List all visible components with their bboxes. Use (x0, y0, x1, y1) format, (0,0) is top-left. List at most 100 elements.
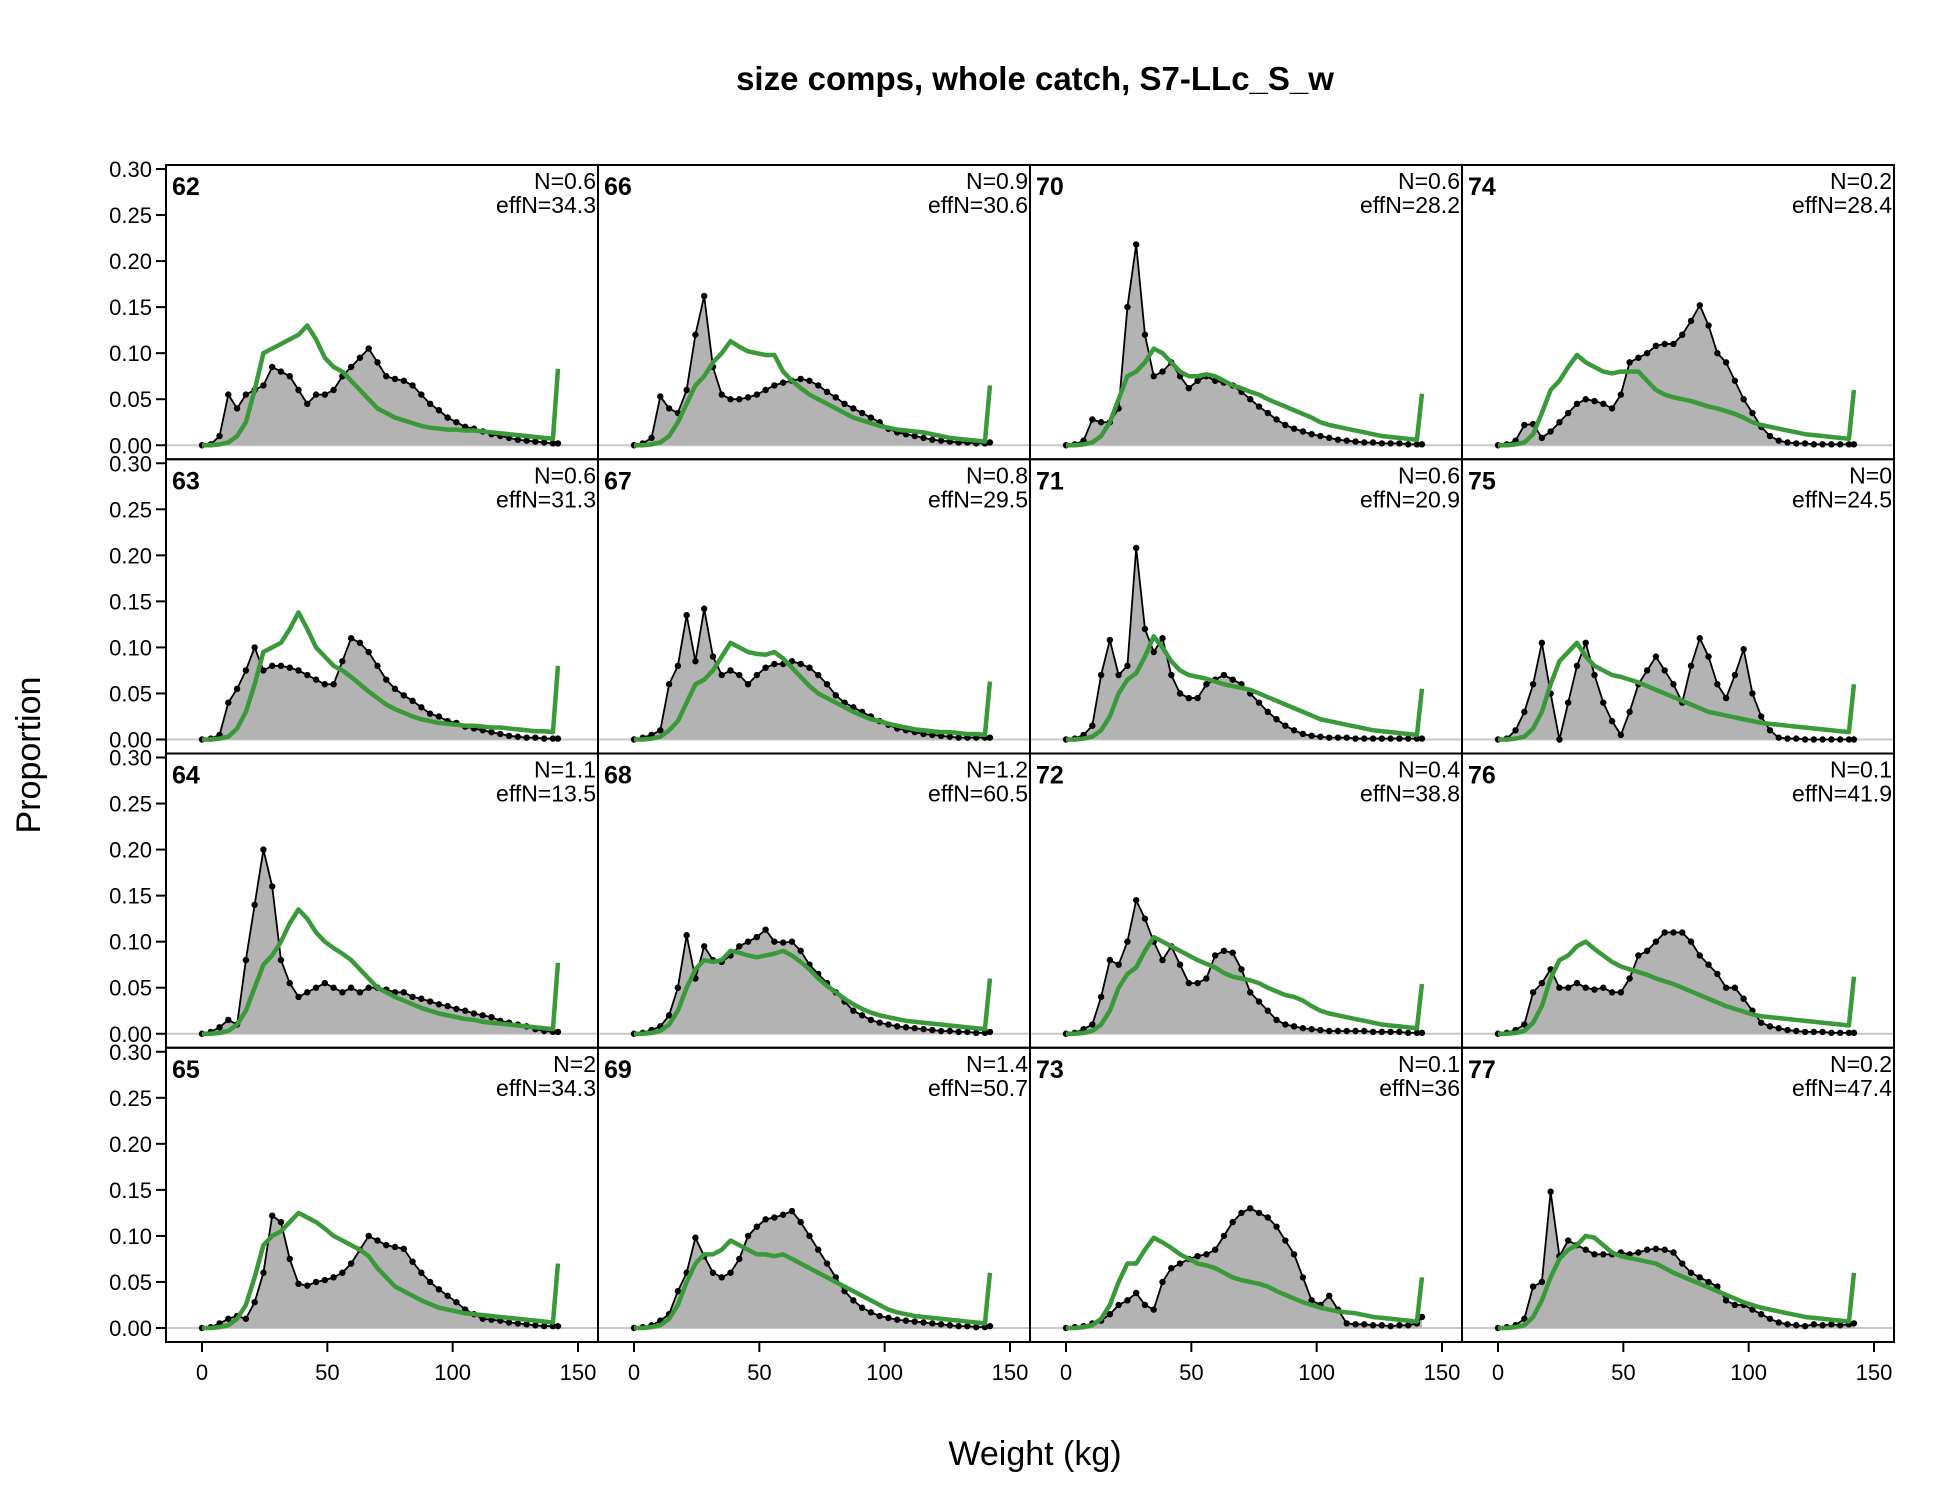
observed-point (426, 710, 434, 717)
observed-area (1066, 547, 1422, 740)
panel-label: 64 (172, 762, 200, 790)
observed-point (1308, 732, 1315, 740)
observed-point (444, 1292, 451, 1299)
observed-point (1679, 929, 1686, 936)
observed-point (260, 667, 267, 674)
panel-grid: 62 N=0.6effN=34.30.000.050.100.150.200.25… (109, 157, 1895, 1385)
observed-point (1801, 440, 1809, 447)
observed-point (736, 1255, 743, 1263)
observed-point (1661, 667, 1668, 674)
x-tick-label: 50 (315, 1360, 339, 1385)
observed-point (657, 727, 664, 734)
observed-point (312, 1278, 320, 1286)
observed-point (1573, 662, 1581, 670)
x-tick-label: 150 (560, 1360, 597, 1385)
observed-point (523, 1321, 530, 1328)
observed-point (1564, 699, 1572, 706)
observed-point (488, 728, 495, 736)
observed-point (683, 611, 690, 619)
observed-point (1326, 734, 1333, 741)
expected-line (1498, 939, 1857, 1036)
observed-point (1512, 727, 1519, 734)
observed-point (1696, 635, 1703, 642)
observed-point (1299, 1274, 1307, 1281)
observed-point (771, 1214, 778, 1221)
n-text: N=0.1 (1830, 757, 1892, 783)
observed-point (1582, 639, 1589, 647)
y-tick-label: 0.15 (109, 295, 152, 320)
observed-point (986, 439, 994, 446)
observed-point (1538, 434, 1546, 442)
observed-point (1521, 1021, 1528, 1028)
observed-point (1705, 961, 1712, 968)
expected-line (1066, 634, 1425, 742)
observed-point (400, 1245, 407, 1253)
observed-point (225, 391, 232, 398)
observed-point (1758, 713, 1765, 720)
observed-point (1264, 1007, 1271, 1014)
observed-point (1124, 303, 1131, 311)
observed-point (505, 1319, 513, 1326)
observed-point (1722, 359, 1730, 366)
observed-point (225, 1315, 232, 1322)
observed-point (1352, 438, 1359, 445)
observed-point (1273, 1223, 1280, 1230)
observed-point (1334, 734, 1342, 741)
observed-point (1626, 708, 1633, 716)
observed-point (225, 699, 232, 706)
observed-point (876, 1312, 883, 1320)
observed-point (1220, 947, 1228, 955)
observed-point (858, 1012, 866, 1019)
observed-point (1617, 731, 1625, 739)
panel-label: 66 (604, 173, 632, 201)
observed-point (788, 938, 796, 945)
observed-point (391, 375, 399, 383)
y-tick-label: 0.15 (109, 589, 152, 614)
observed-area (1498, 1191, 1854, 1328)
observed-point (1635, 1249, 1642, 1256)
observed-point (736, 396, 743, 403)
observed-point (850, 405, 857, 412)
observed-point (1661, 1246, 1668, 1253)
y-tick-label: 0.20 (109, 249, 152, 274)
observed-point (418, 1269, 425, 1276)
observed-point (1211, 952, 1219, 959)
observed-point (304, 1282, 311, 1289)
observed-point (444, 1002, 451, 1010)
panel-label: 72 (1036, 762, 1064, 790)
observed-point (1282, 1021, 1289, 1028)
observed-point (815, 671, 822, 679)
effn-text: effN=50.7 (928, 1075, 1028, 1101)
observed-point (304, 989, 311, 996)
observed-point (779, 379, 787, 386)
observed-point (304, 671, 311, 679)
observed-point (1591, 671, 1598, 679)
observed-point (986, 1322, 994, 1330)
observed-point (1124, 938, 1131, 945)
observed-point (1185, 979, 1193, 987)
y-tick-label: 0.30 (109, 157, 152, 182)
observed-point (1766, 1023, 1774, 1030)
observed-point (540, 735, 548, 742)
observed-point (1714, 349, 1721, 357)
observed-point (1836, 441, 1844, 448)
observed-point (1582, 984, 1589, 991)
observed-point (1404, 735, 1412, 742)
observed-point (683, 386, 690, 394)
observed-point (1097, 993, 1105, 1001)
observed-point (1097, 671, 1105, 679)
observed-point (1556, 419, 1563, 426)
observed-point (1387, 440, 1394, 447)
observed-point (347, 1260, 355, 1267)
observed-point (312, 676, 320, 683)
expected-line (634, 338, 993, 448)
observed-point (295, 386, 302, 394)
observed-point (426, 1278, 434, 1286)
observed-point (400, 377, 407, 384)
observed-point (753, 1223, 761, 1230)
observed-point (920, 434, 927, 442)
observed-point (1352, 735, 1359, 742)
